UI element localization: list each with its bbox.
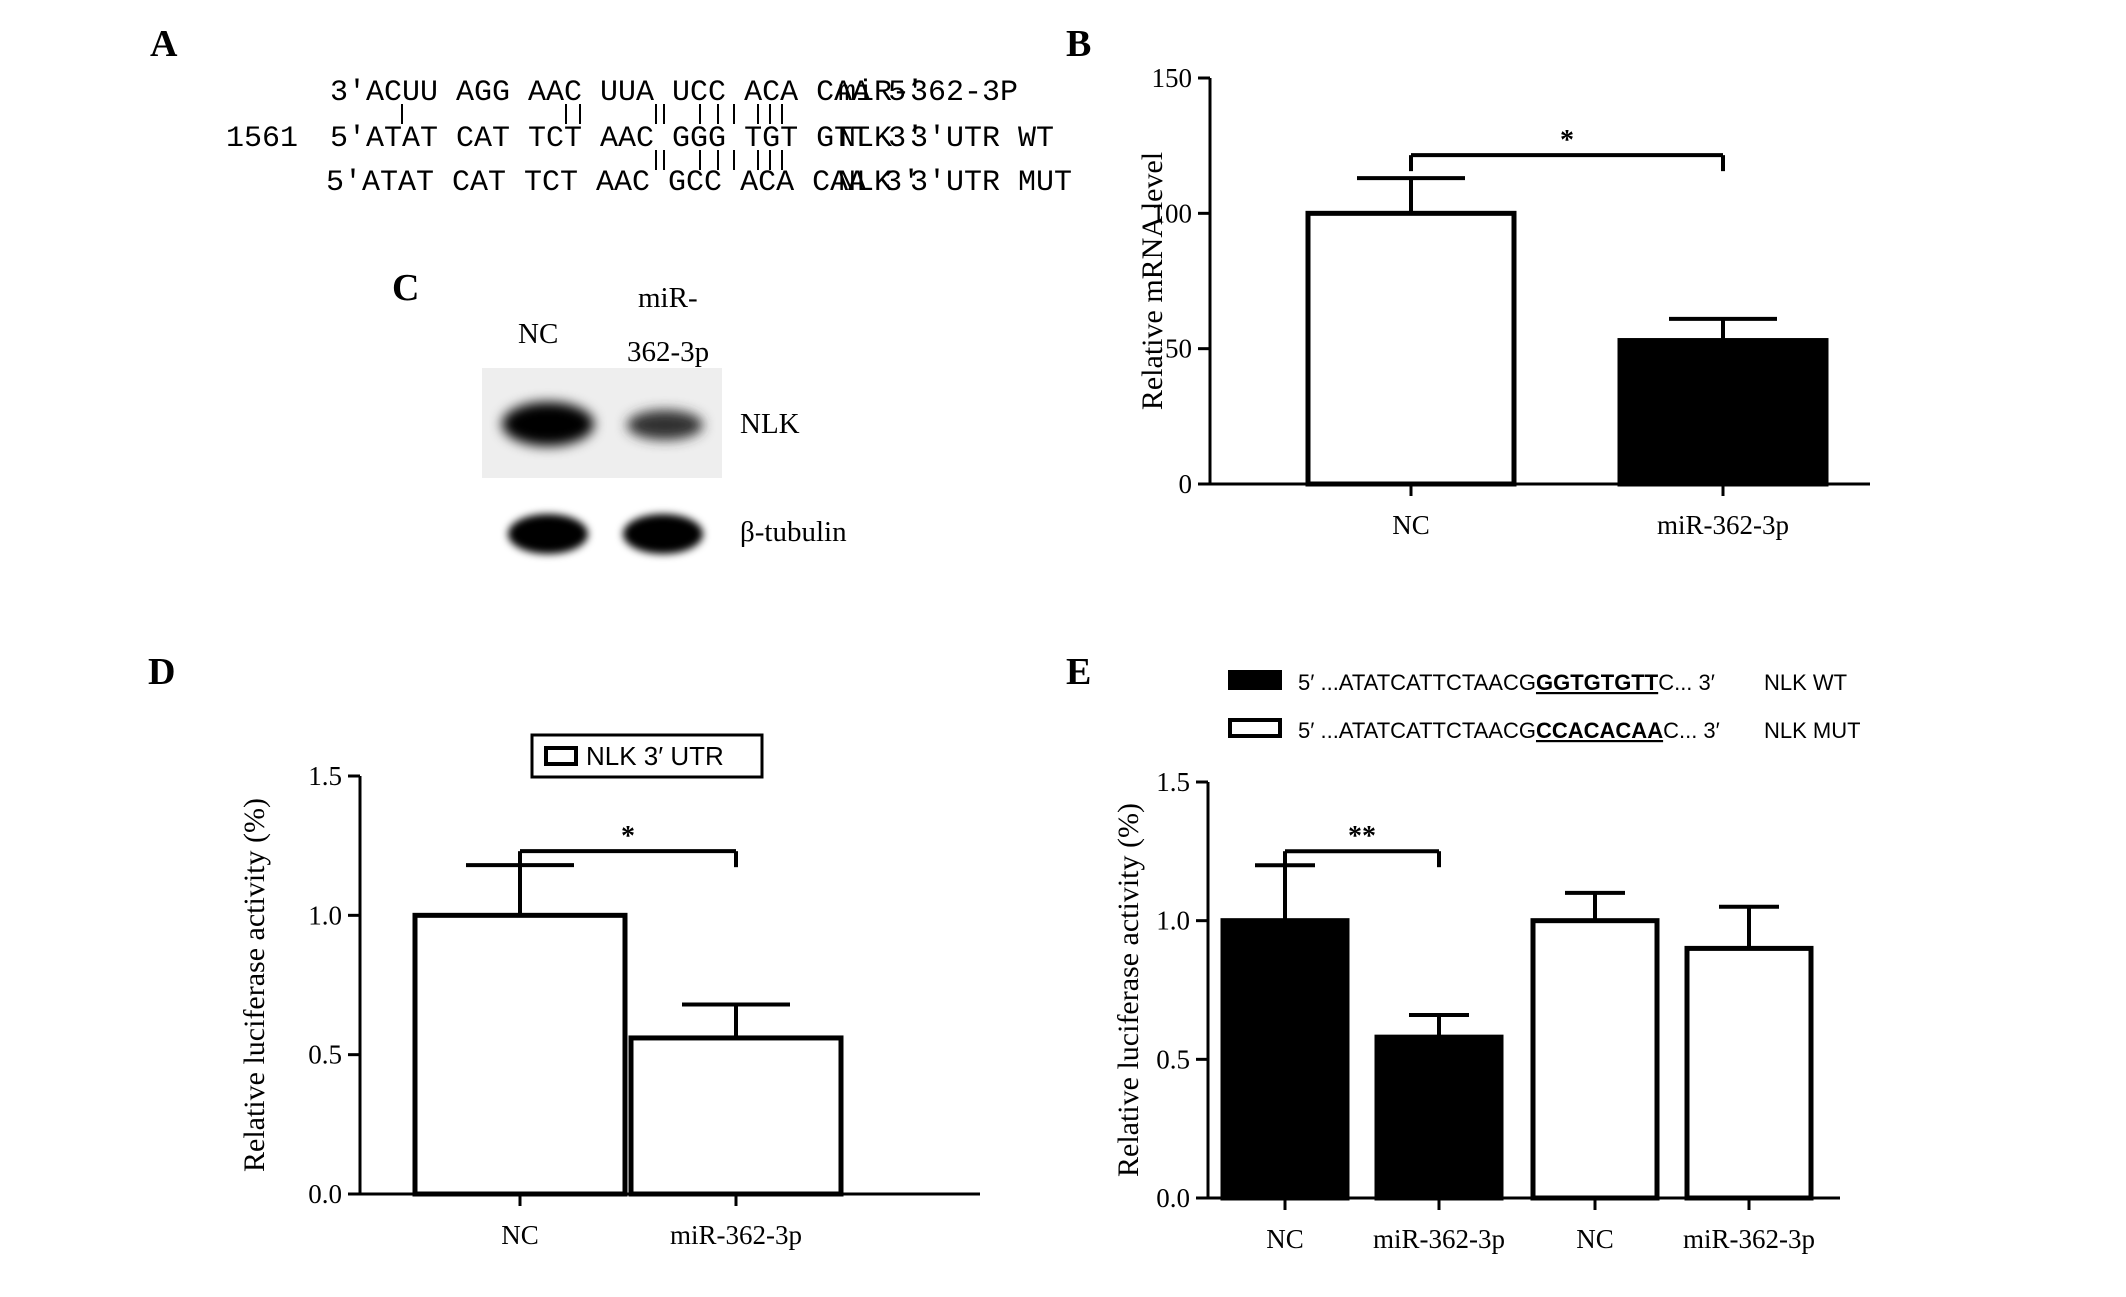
legend-swatch (544, 746, 578, 766)
y-tick-label: 150 (1152, 63, 1193, 93)
lane-label-mir-line2: 362-3p (627, 336, 710, 368)
bar (1305, 210, 1517, 487)
legend-label: NLK MUT (1764, 718, 1860, 743)
band-tubulin-mir (623, 514, 703, 554)
bar (1220, 918, 1350, 1201)
significance-label: * (1560, 125, 1574, 156)
x-tick-label: miR-362-3p (670, 1220, 802, 1250)
wt-label: NLK 3′UTR WT (838, 122, 1055, 156)
mut-sequence: 5′ATAT CAT TCT AAC GCC ACA CAA 3′ (326, 166, 921, 200)
legend-sequence: 5′ ...ATATCATTCTAACGGGTGTGTTC... 3′ (1298, 670, 1715, 695)
y-tick-label: 1.5 (1156, 767, 1190, 797)
x-tick-label: NC (1576, 1224, 1614, 1254)
y-tick-label: 1.0 (308, 900, 342, 930)
mir-sequence: 3′ACUU AGG AAC UUA UCC ACA CAA 5′ (330, 76, 925, 110)
legend-item: 5′ ...ATATCATTCTAACGCCACACAAC... 3′ NLK M… (1228, 718, 1860, 743)
bar (1374, 1034, 1504, 1201)
legend: NLK 3′ UTR (530, 733, 764, 779)
lane-label-mir-line1: miR- (638, 282, 698, 314)
bar (1530, 918, 1660, 1201)
chart-d: 0.0 0.5 1.0 1.5 Relative luciferase activity… (238, 733, 980, 1250)
panel-letter-e: E (1066, 651, 1092, 693)
bar (1617, 338, 1829, 487)
y-tick-label: 100 (1152, 198, 1193, 228)
x-tick-label: NC (1392, 510, 1430, 540)
band-label-nlk: NLK (740, 408, 800, 440)
legend-item: 5′ ...ATATCATTCTAACGGGTGTGTTC... 3′ NLK W… (1228, 670, 1847, 695)
chart-e: 0.0 0.5 1.0 1.5 Relative luciferase activity… (1112, 670, 1860, 1254)
y-tick-label: 0.5 (1156, 1044, 1190, 1074)
significance-label: ** (1348, 821, 1376, 852)
legend-label: NLK 3′ UTR (586, 741, 724, 771)
y-tick-label: 0.0 (1156, 1183, 1190, 1213)
western-blot (482, 368, 722, 568)
x-tick-label: miR-362-3p (1373, 1224, 1505, 1254)
y-tick-label: 0.0 (308, 1179, 342, 1209)
x-tick-label: miR-362-3p (1683, 1224, 1815, 1254)
y-tick-label: 0 (1179, 469, 1193, 499)
legend-swatch (1228, 718, 1282, 738)
y-tick-label: 0.5 (308, 1040, 342, 1070)
x-tick-label: NC (1266, 1224, 1304, 1254)
band-label-tubulin: β-tubulin (740, 516, 847, 548)
chart-b: 0 50 100 150 Relative mRNA level NC miR-362-3p… (1136, 63, 1870, 540)
legend-swatch (1228, 670, 1282, 690)
panel-letter-b: B (1066, 23, 1092, 65)
y-tick-label: 50 (1165, 334, 1192, 364)
band-nlk-mir (627, 410, 703, 440)
band-tubulin-nc (508, 514, 588, 554)
significance-label: * (621, 821, 635, 852)
mut-label: NLK 3′UTR MUT (838, 166, 1073, 200)
bar (1684, 945, 1814, 1201)
x-tick-label: NC (501, 1220, 539, 1250)
y-tick-label: 1.5 (308, 761, 342, 791)
panel-letter-a: A (150, 23, 178, 65)
mir-label: miR-362-3P (838, 76, 1019, 110)
bar (628, 1035, 844, 1197)
band-nlk-nc (502, 402, 594, 446)
y-axis-label: Relative luciferase activity (%) (1112, 803, 1145, 1177)
panel-letter-d: D (148, 651, 176, 693)
legend-sequence: 5′ ...ATATCATTCTAACGCCACACAAC... 3′ (1298, 718, 1720, 743)
y-tick-label: 1.0 (1156, 906, 1190, 936)
bar (412, 912, 628, 1197)
pairing-lines (401, 104, 783, 170)
legend-label: NLK WT (1764, 670, 1847, 695)
lane-label-nc: NC (518, 318, 559, 350)
position-label: 1561 (226, 122, 299, 156)
panel-letter-c: C (392, 267, 420, 309)
y-axis-label: Relative luciferase activity (%) (238, 798, 271, 1172)
y-axis-label: Relative mRNA level (1136, 152, 1169, 410)
x-tick-label: miR-362-3p (1657, 510, 1789, 540)
